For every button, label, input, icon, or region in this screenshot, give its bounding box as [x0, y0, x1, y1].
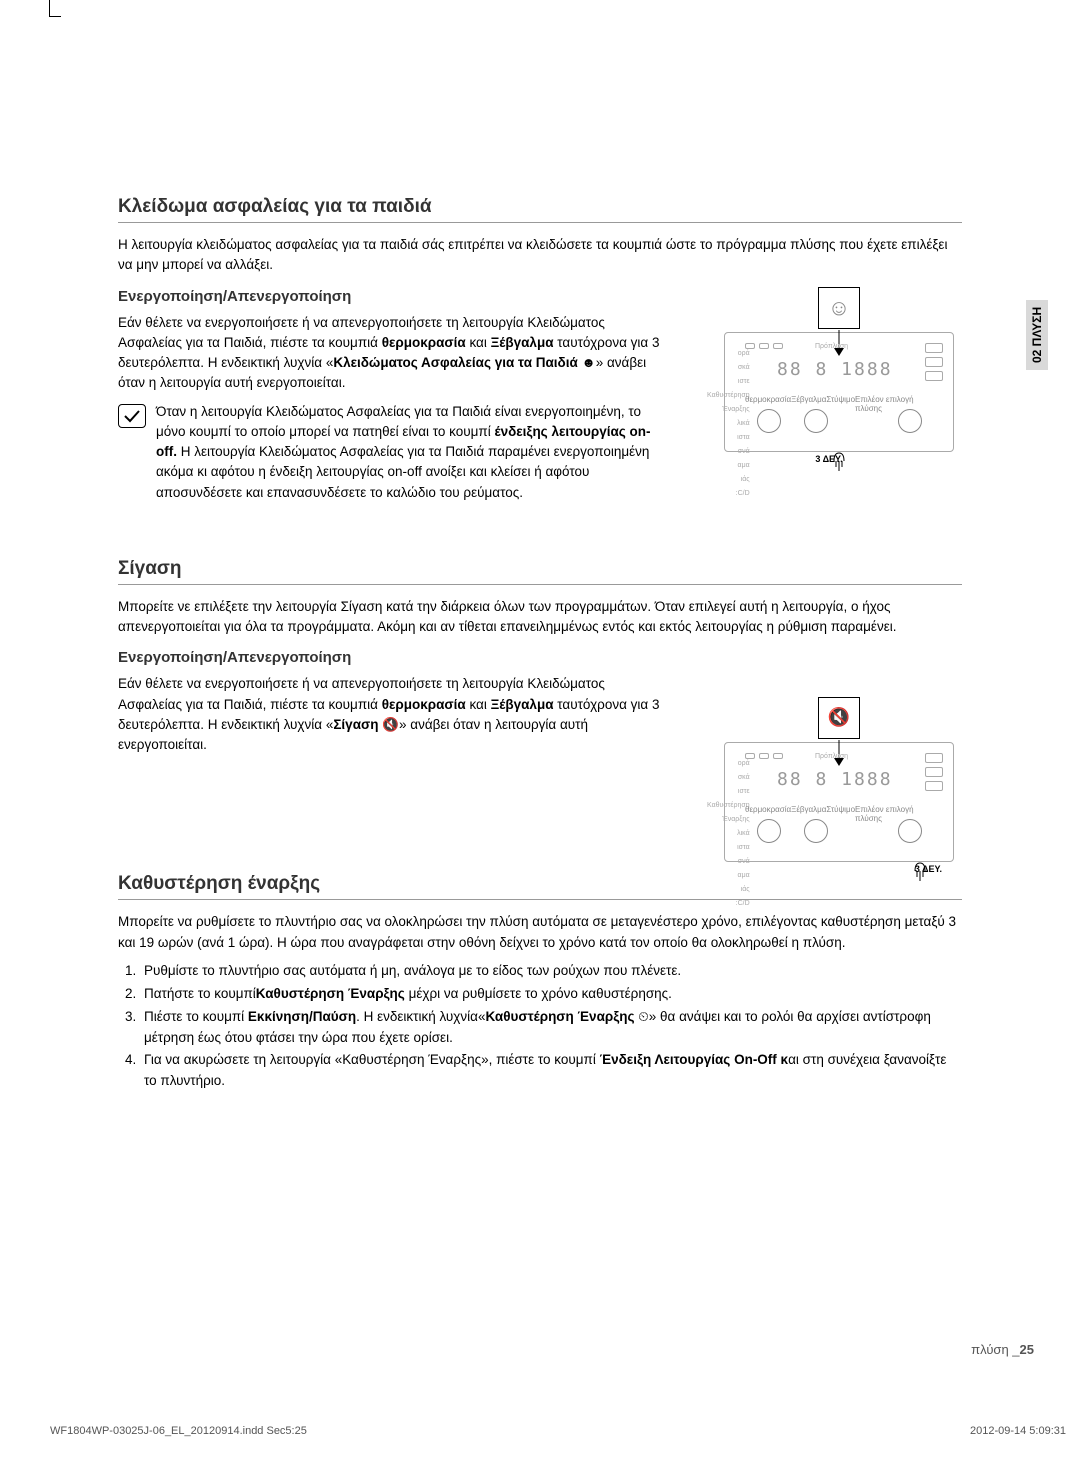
- text-bold: Εκκίνηση/Παύση: [248, 1009, 356, 1024]
- panel-digit-display: 88 8 1888: [777, 769, 893, 790]
- mute-intro: Μπορείτε νε επιλέξετε την λειτουργία Σίγ…: [118, 597, 962, 638]
- mute-para: Εάν θέλετε να ενεργοποιήσετε ή να απενερ…: [118, 674, 663, 755]
- heading-childlock: Κλείδωμα ασφαλείας για τα παιδιά: [118, 196, 962, 223]
- page-content: Κλείδωμα ασφαλείας για τα παιδιά Η λειτο…: [118, 196, 962, 1094]
- text: Πατήστε το κουμπί: [144, 986, 256, 1001]
- text: . Η ενδεικτική λυχνία«: [356, 1009, 485, 1024]
- panel-right-buttons: [925, 343, 943, 381]
- heading-mute: Σίγαση: [118, 558, 962, 585]
- text-bold: Κλειδώματος Ασφαλείας για τα Παιδιά: [333, 355, 577, 370]
- note-icon: [118, 404, 146, 428]
- panel-top-indicators: [745, 753, 783, 759]
- delay-step-3: Πιέστε το κουμπί Εκκίνηση/Παύση. Η ενδει…: [140, 1007, 962, 1049]
- text: Πιέστε το κουμπί: [144, 1009, 248, 1024]
- text-bold: θερμοκρασία: [382, 697, 466, 712]
- panel-prewash-label: Πρόπλυση: [815, 343, 848, 350]
- text-bold: Καθυστέρηση Έναρξης: [485, 1009, 634, 1024]
- childlock-note: Όταν η λειτουργία Κλειδώματος Ασφαλείας …: [118, 402, 663, 503]
- childlock-illustration: ☺ ορά σκά ιστε Καθυστέρηση Έναρξης λικά …: [712, 280, 962, 478]
- text-bold: Καθυστέρηση Έναρξης: [256, 986, 405, 1001]
- mute-speaker-icon: 🔇: [818, 697, 860, 739]
- panel-knobs: [745, 819, 933, 843]
- footer-datetime: 2012-09-14 5:09:31: [970, 1425, 1066, 1437]
- delay-step-1: Ρυθμίστε το πλυντήριο σας αυτόματα ή μη,…: [140, 961, 962, 982]
- delay-step-4: Για να ακυρώσετε τη λειτουργία «Καθυστέρ…: [140, 1050, 962, 1092]
- text-bold: Σίγαση: [333, 717, 378, 732]
- text-bold: θερμοκρασία: [382, 335, 466, 350]
- delay-intro: Μπορείτε να ρυθμίσετε το πλυντήριο σας ν…: [118, 912, 962, 953]
- childlock-note-text: Όταν η λειτουργία Κλειδώματος Ασφαλείας …: [156, 402, 663, 503]
- footer-filename: WF1804WP-03025J-06_EL_20120914.indd Sec5…: [50, 1425, 307, 1437]
- control-panel-diagram: ☺ ορά σκά ιστε Καθυστέρηση Έναρξης λικά …: [724, 332, 954, 452]
- panel-left-labels: ορά σκά ιστε Καθυστέρηση Έναρξης λικά ισ…: [707, 347, 750, 501]
- text: Για να ακυρώσετε τη λειτουργία «Καθυστέρ…: [144, 1052, 600, 1067]
- panel-top-indicators: [745, 343, 783, 349]
- text-bold: Ξέβγαλμα: [491, 335, 554, 350]
- text: και: [466, 697, 491, 712]
- control-panel-diagram: 🔇 ορά σκά ιστε Καθυστέρηση Έναρξης λικά …: [724, 742, 954, 862]
- panel-prewash-label: Πρόπλυση: [815, 753, 848, 760]
- page-number: πλύση _25: [971, 1342, 1034, 1357]
- heading-delay: Καθυστέρηση έναρξης: [118, 873, 962, 900]
- text-bold: Ξέβγαλμα: [491, 697, 554, 712]
- text-bold: Ένδειξη Λειτουργίας On-Off κ: [600, 1052, 789, 1067]
- mute-subheading: Ενεργοποίηση/Απενεργοποίηση: [118, 649, 962, 666]
- pagenum-label: πλύση _: [971, 1342, 1019, 1357]
- panel-right-buttons: [925, 753, 943, 791]
- childlock-para: Εάν θέλετε να ενεργοποιήσετε ή να απενερ…: [118, 313, 663, 394]
- delay-step-2: Πατήστε το κουμπίΚαθυστέρηση Έναρξης μέχ…: [140, 984, 962, 1005]
- delay-steps: Ρυθμίστε το πλυντήριο σας αυτόματα ή μη,…: [118, 961, 962, 1093]
- childlock-face-icon: ☺: [818, 287, 860, 329]
- text: και: [466, 335, 491, 350]
- panel-digit-display: 88 8 1888: [777, 359, 893, 380]
- pagenum-value: 25: [1020, 1342, 1034, 1357]
- childlock-intro: Η λειτουργία κλειδώματος ασφαλείας για τ…: [118, 235, 962, 276]
- checkmark-icon: [123, 408, 141, 424]
- text: μέχρι να ρυθμίσετε το χρόνο καθυστέρησης…: [405, 986, 672, 1001]
- text: Η λειτουργία Κλειδώματος Ασφαλείας για τ…: [156, 444, 649, 500]
- page-corner-mark: [49, 0, 50, 16]
- section-tab: 02 ΠΛΥΣΗ: [1026, 300, 1048, 370]
- panel-knobs: [745, 409, 933, 433]
